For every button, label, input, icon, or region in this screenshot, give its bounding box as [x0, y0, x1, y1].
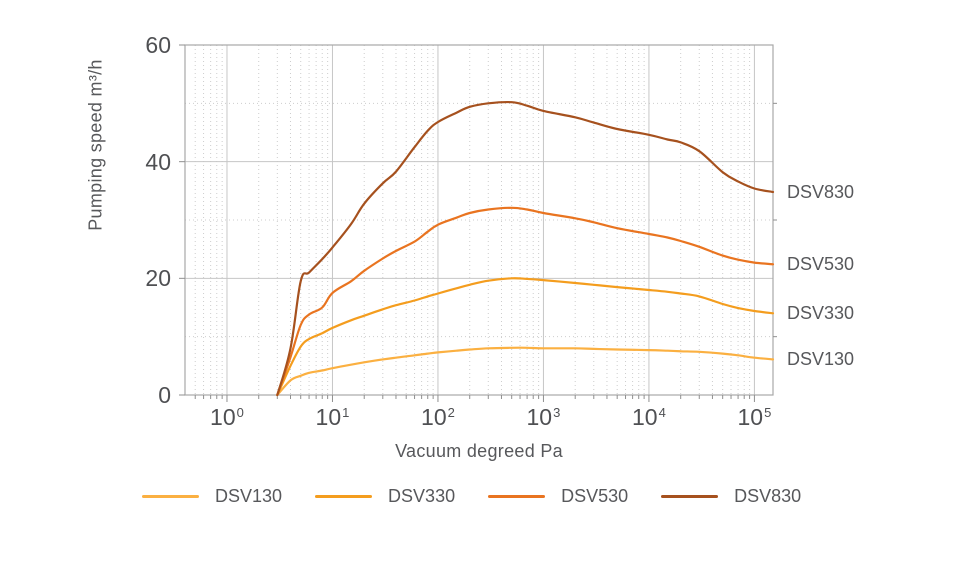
legend-label-dsv530: DSV530	[561, 486, 629, 506]
legend-item-dsv130: DSV130	[142, 486, 282, 507]
series-label-dsv130: DSV130	[787, 349, 855, 370]
series-label-dsv830: DSV830	[787, 182, 855, 202]
legend-swatch-dsv530	[488, 495, 546, 498]
y-tick-label-0: 0	[158, 382, 171, 408]
x-tick-label-10e3: 103	[526, 404, 561, 430]
y-tick-label-60: 60	[145, 32, 171, 58]
series-label-dsv530: DSV530	[787, 254, 855, 275]
legend-label-dsv830: DSV830	[734, 486, 802, 506]
x-tick-label-10e2: 102	[421, 404, 455, 430]
legend-label-dsv130: DSV130	[215, 486, 283, 506]
x-tick-label-10e5: 105	[737, 404, 772, 430]
x-tick-label-10e0: 100	[210, 404, 244, 430]
x-tick-label-10e1: 101	[315, 404, 350, 430]
legend-swatch-dsv330	[315, 495, 373, 498]
curve-dsv330	[276, 277, 775, 397]
legend: DSV130 DSV330 DSV530 DSV830	[142, 486, 801, 507]
legend-item-dsv830: DSV830	[661, 486, 801, 507]
legend-item-dsv330: DSV330	[315, 486, 455, 507]
curve-dsv130	[276, 346, 775, 397]
curve-dsv830	[276, 100, 775, 397]
x-tick-label-10e4: 104	[632, 404, 666, 430]
x-axis-title: Vacuum degreed Pa	[395, 441, 563, 461]
y-axis-title: Pumping speed m³/h	[85, 59, 106, 231]
curve-dsv530	[276, 206, 775, 397]
y-tick-label-20: 20	[145, 265, 171, 292]
series-label-dsv330: DSV330	[787, 303, 855, 324]
y-tick-label-40: 40	[145, 148, 171, 175]
legend-swatch-dsv130	[142, 495, 199, 498]
legend-item-dsv530: DSV530	[488, 486, 628, 507]
legend-label-dsv330: DSV330	[388, 486, 456, 506]
legend-swatch-dsv830	[661, 495, 719, 498]
